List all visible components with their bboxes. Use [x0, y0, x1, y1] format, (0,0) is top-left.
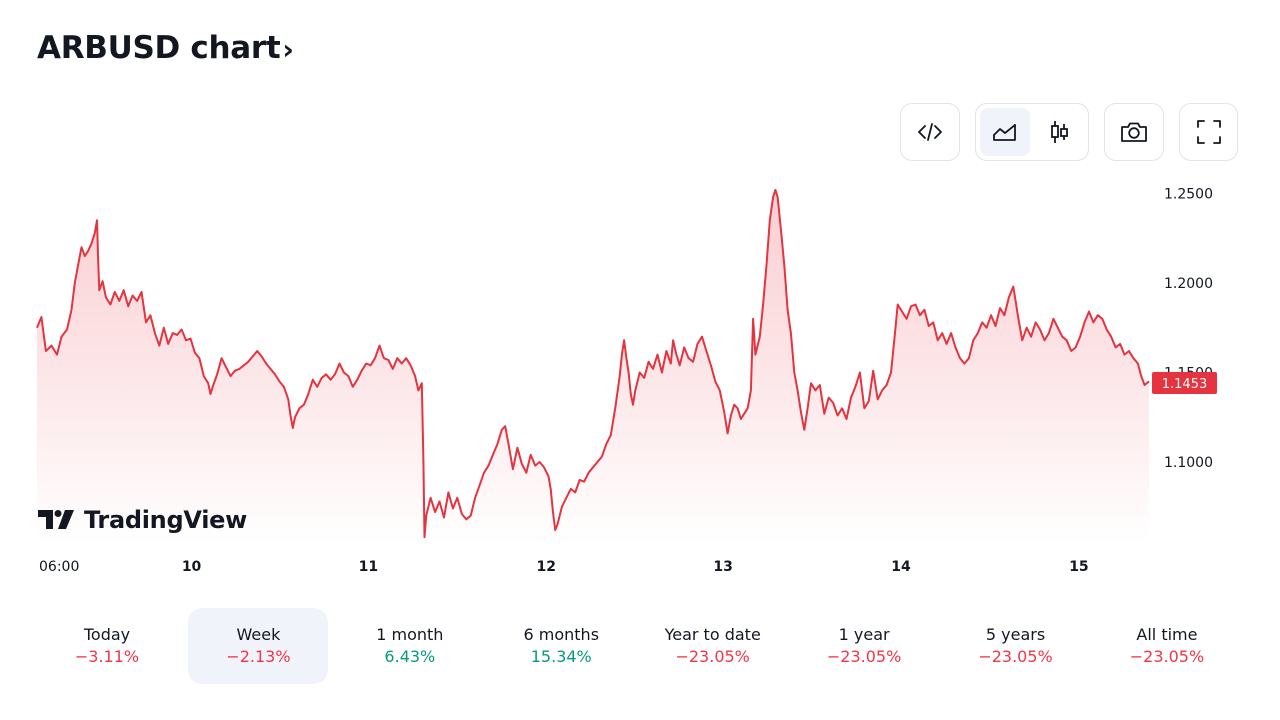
period-label: 1 month — [376, 625, 444, 644]
candle-chart-style-button[interactable] — [1034, 108, 1084, 156]
price-area-fill — [37, 189, 1149, 543]
last-price-badge-bg — [1152, 372, 1217, 394]
period-label: Today — [83, 625, 131, 644]
y-tick-label: 1.2500 — [1164, 187, 1213, 203]
period-change: −3.11% — [74, 647, 140, 666]
period-change: 6.43% — [384, 647, 436, 666]
tradingview-logo[interactable]: TradingView — [38, 506, 247, 534]
embed-code-button[interactable] — [900, 103, 960, 161]
x-tick-label: 13 — [713, 559, 732, 575]
x-tick-label: 11 — [359, 559, 378, 575]
chevron-right-icon: › — [282, 32, 294, 66]
period-label: Week — [236, 625, 281, 644]
period-change: −23.05% — [826, 647, 902, 666]
tradingview-wordmark: TradingView — [84, 506, 247, 534]
candlestick-icon — [1051, 121, 1068, 143]
period-week[interactable]: Week −2.13% — [188, 608, 329, 684]
snapshot-button[interactable] — [1104, 103, 1164, 161]
period-label: 1 year — [838, 625, 890, 644]
period-change: −2.13% — [226, 647, 291, 666]
camera-icon — [1121, 122, 1147, 142]
period-change: −23.05% — [1129, 647, 1205, 666]
period-change: −23.05% — [978, 647, 1053, 666]
fullscreen-button[interactable] — [1179, 103, 1238, 161]
period-1-month[interactable]: 1 month 6.43% — [340, 608, 480, 684]
area-chart-icon — [993, 124, 1016, 141]
period-change: −23.05% — [675, 647, 750, 666]
period-all-time[interactable]: All time −23.05% — [1097, 608, 1237, 684]
period-year-to-date[interactable]: Year to date −23.05% — [643, 608, 783, 684]
x-tick-label: 06:00 — [39, 559, 79, 575]
period-label: All time — [1136, 625, 1198, 644]
chart-title-link[interactable]: ARBUSD chart › — [37, 30, 294, 66]
price-line — [36, 188, 1150, 539]
period-1-year[interactable]: 1 year −23.05% — [794, 608, 934, 684]
chart-title: ARBUSD chart — [37, 30, 281, 66]
y-tick-label: 1.2000 — [1164, 276, 1213, 292]
last-price-value: 1.1453 — [1162, 377, 1208, 392]
period-6-months[interactable]: 6 months 15.34% — [491, 608, 631, 684]
period-change: 15.34% — [530, 647, 592, 666]
y-tick-label: 1.1000 — [1164, 455, 1213, 471]
period-selector: Today −3.11% Week −2.13% 1 month 6.43% 6 mo… — [37, 608, 1237, 684]
x-tick-label: 15 — [1069, 559, 1088, 575]
chart-style-toggle — [975, 103, 1089, 161]
fullscreen-icon — [1196, 120, 1221, 144]
x-tick-label: 12 — [537, 559, 556, 575]
line-chart-style-button[interactable] — [980, 108, 1030, 156]
period-label: Year to date — [664, 625, 761, 644]
period-today[interactable]: Today −3.11% — [37, 608, 177, 684]
x-axis: 06:00 10 11 12 13 14 15 — [39, 559, 1089, 575]
x-tick-label: 14 — [891, 559, 911, 575]
period-label: 5 years — [985, 625, 1046, 644]
period-label: 6 months — [523, 625, 600, 644]
tradingview-logo-icon — [38, 510, 74, 529]
period-5-years[interactable]: 5 years −23.05% — [946, 608, 1086, 684]
code-icon — [918, 123, 942, 141]
x-tick-label: 10 — [182, 559, 202, 575]
last-price-badge: 1.1453 — [1152, 372, 1217, 394]
